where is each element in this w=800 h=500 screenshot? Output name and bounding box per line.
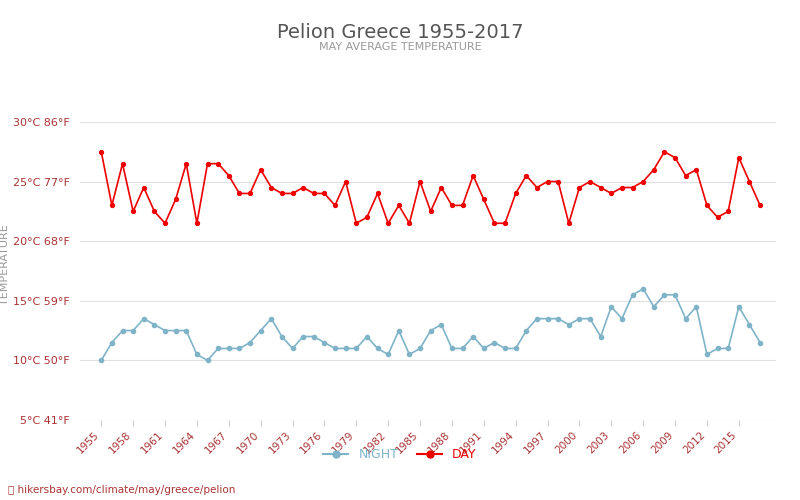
Text: Pelion Greece 1955-2017: Pelion Greece 1955-2017 — [277, 22, 523, 42]
Legend: NIGHT, DAY: NIGHT, DAY — [318, 443, 482, 466]
Y-axis label: TEMPERATURE: TEMPERATURE — [0, 224, 10, 306]
Text: MAY AVERAGE TEMPERATURE: MAY AVERAGE TEMPERATURE — [318, 42, 482, 52]
Text: 📍 hikersbay.com/climate/may/greece/pelion: 📍 hikersbay.com/climate/may/greece/pelio… — [8, 485, 235, 495]
